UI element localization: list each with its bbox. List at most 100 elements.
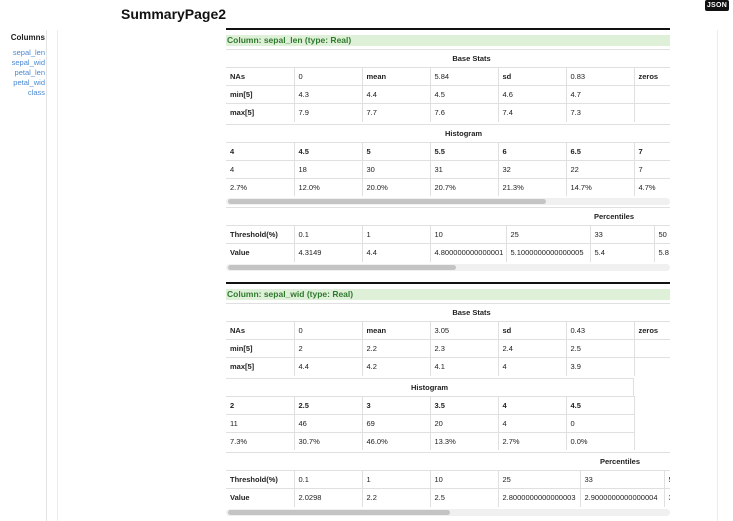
scrollbar-thumb[interactable]: [228, 199, 546, 204]
table-cell: 30.7%: [294, 431, 363, 450]
table-cell: 0.1: [294, 470, 363, 489]
table-cell: 13.3%: [430, 431, 499, 450]
table-cell: 33: [580, 470, 665, 489]
table-cell: 1: [362, 470, 431, 489]
table-cell: 3: [362, 395, 431, 414]
table-cell: 4.5: [430, 85, 499, 104]
table-cell: 3.5: [430, 395, 499, 414]
table-cell: 14.7%: [566, 177, 635, 196]
table-cell: 25: [498, 470, 581, 489]
table-row: 7.3% 30.7% 46.0% 13.3% 2.7% 0.0%: [226, 431, 635, 450]
table-cell: 5.1000000000000005: [506, 243, 591, 262]
table-row: Value 2.0298 2.2 2.5 2.8000000000000003 …: [226, 488, 670, 507]
table-cell: 6.5: [566, 141, 635, 160]
table-cell: 4.3149: [294, 243, 363, 262]
table-cell: [634, 103, 670, 122]
table-cell: 0.43: [566, 321, 635, 340]
table-cell: 11: [226, 413, 295, 432]
sidebar-link-class[interactable]: class: [27, 88, 45, 97]
table-cell: 2.7%: [498, 431, 567, 450]
sidebar-link-petal-len[interactable]: petal_len: [14, 68, 45, 77]
table-cell: 2.0298: [294, 488, 363, 507]
sidebar-link-sepal-wid[interactable]: sepal_wid: [11, 58, 45, 67]
table-cell: 46.0%: [362, 431, 431, 450]
table-cell: Threshold(%): [226, 225, 295, 244]
table-cell: 5.5: [430, 141, 499, 160]
table-cell: 2.5: [294, 395, 363, 414]
table-row: max[5] 4.4 4.2 4.1 4 3.9: [226, 357, 670, 376]
table-cell: 4.4: [294, 357, 363, 376]
table-cell: 12.0%: [294, 177, 363, 196]
table-cell: 2.9000000000000004: [580, 488, 665, 507]
sidebar-link-sepal-len[interactable]: sepal_len: [12, 48, 45, 57]
histogram-table: Histogram 4 4.5 5 5.5 6 6.5 7 4 18 30 31…: [226, 123, 670, 205]
percentiles-table: Percentiles Threshold(%) 0.1 1 10 25 33 …: [226, 207, 670, 271]
table-cell: min[5]: [226, 339, 295, 358]
table-cell: 5.8: [654, 243, 670, 262]
sidebar-title: Columns: [10, 33, 45, 42]
column-title: Column: sepal_len (type: Real): [226, 35, 670, 46]
table-cell: 4.4: [362, 243, 431, 262]
table-cell: 2: [226, 395, 295, 414]
table-cell: sd: [498, 67, 567, 86]
table-cell: 0.0%: [566, 431, 635, 450]
table-cell: [634, 339, 670, 358]
table-cell: NAs: [226, 321, 295, 340]
table-cell: 4.7%: [634, 177, 670, 196]
table-cell: 22: [566, 159, 635, 178]
scrollbar-thumb[interactable]: [228, 509, 450, 515]
table-row: 4 18 30 31 32 22 7: [226, 159, 670, 178]
histogram-scrollbar[interactable]: [226, 198, 670, 205]
table-cell: 7.7: [362, 103, 431, 122]
page-title: SummaryPage2: [121, 6, 227, 22]
table-cell: 32: [498, 159, 567, 178]
table-row: min[5] 2 2.2 2.3 2.4 2.5: [226, 339, 670, 358]
histogram-title: Histogram: [226, 377, 634, 396]
table-cell: 7.9: [294, 103, 363, 122]
table-cell: 0: [294, 321, 363, 340]
right-divider: [717, 30, 718, 521]
table-cell: [634, 85, 670, 104]
scrollbar-thumb[interactable]: [228, 264, 456, 270]
table-cell: max[5]: [226, 103, 295, 122]
table-cell: 50: [654, 225, 670, 244]
table-cell: 4: [226, 141, 295, 160]
table-cell: 0: [294, 67, 363, 86]
table-cell: 4.2: [362, 357, 431, 376]
table-cell: 4.6: [498, 85, 567, 104]
table-cell: 1: [362, 225, 431, 244]
table-cell: 7.4: [498, 103, 567, 122]
sidebar-link-petal-wid[interactable]: petal_wid: [13, 78, 45, 87]
column-title: Column: sepal_wid (type: Real): [226, 289, 670, 300]
table-cell: 2.2: [362, 339, 431, 358]
percentiles-scrollbar[interactable]: [226, 263, 670, 271]
table-cell: 33: [590, 225, 655, 244]
table-cell: 5.4: [590, 243, 655, 262]
percentiles-scrollbar[interactable]: [226, 508, 670, 516]
percentiles-table: Percentiles Threshold(%) 0.1 1 10 25 33 …: [226, 452, 670, 516]
table-cell: [634, 357, 670, 376]
table-row: NAs 0 mean 3.05 sd 0.43 zeros 0: [226, 321, 670, 340]
table-cell: 7: [634, 141, 670, 160]
table-cell: min[5]: [226, 85, 295, 104]
table-cell: 7.3: [566, 103, 635, 122]
table-cell: 4.5: [294, 141, 363, 160]
table-cell: Value: [226, 488, 295, 507]
table-cell: 21.3%: [498, 177, 567, 196]
table-cell: 4.1: [430, 357, 499, 376]
json-button[interactable]: JSON: [705, 0, 729, 11]
table-cell: 3.05: [430, 321, 499, 340]
histogram-title: Histogram: [226, 123, 670, 142]
table-row: 2 2.5 3 3.5 4 4.5: [226, 395, 635, 414]
table-row: Threshold(%) 0.1 1 10 25 33 50: [226, 225, 670, 244]
table-cell: 7.6: [430, 103, 499, 122]
table-cell: 4.3: [294, 85, 363, 104]
table-row: 4 4.5 5 5.5 6 6.5 7: [226, 141, 670, 160]
table-cell: 4.800000000000001: [430, 243, 507, 262]
table-cell: 4: [498, 413, 567, 432]
table-cell: 0: [566, 413, 635, 432]
table-cell: mean: [362, 321, 431, 340]
base-stats-title: Base Stats: [226, 303, 670, 321]
table-cell: 4.5: [566, 395, 635, 414]
table-cell: 2.3: [430, 339, 499, 358]
